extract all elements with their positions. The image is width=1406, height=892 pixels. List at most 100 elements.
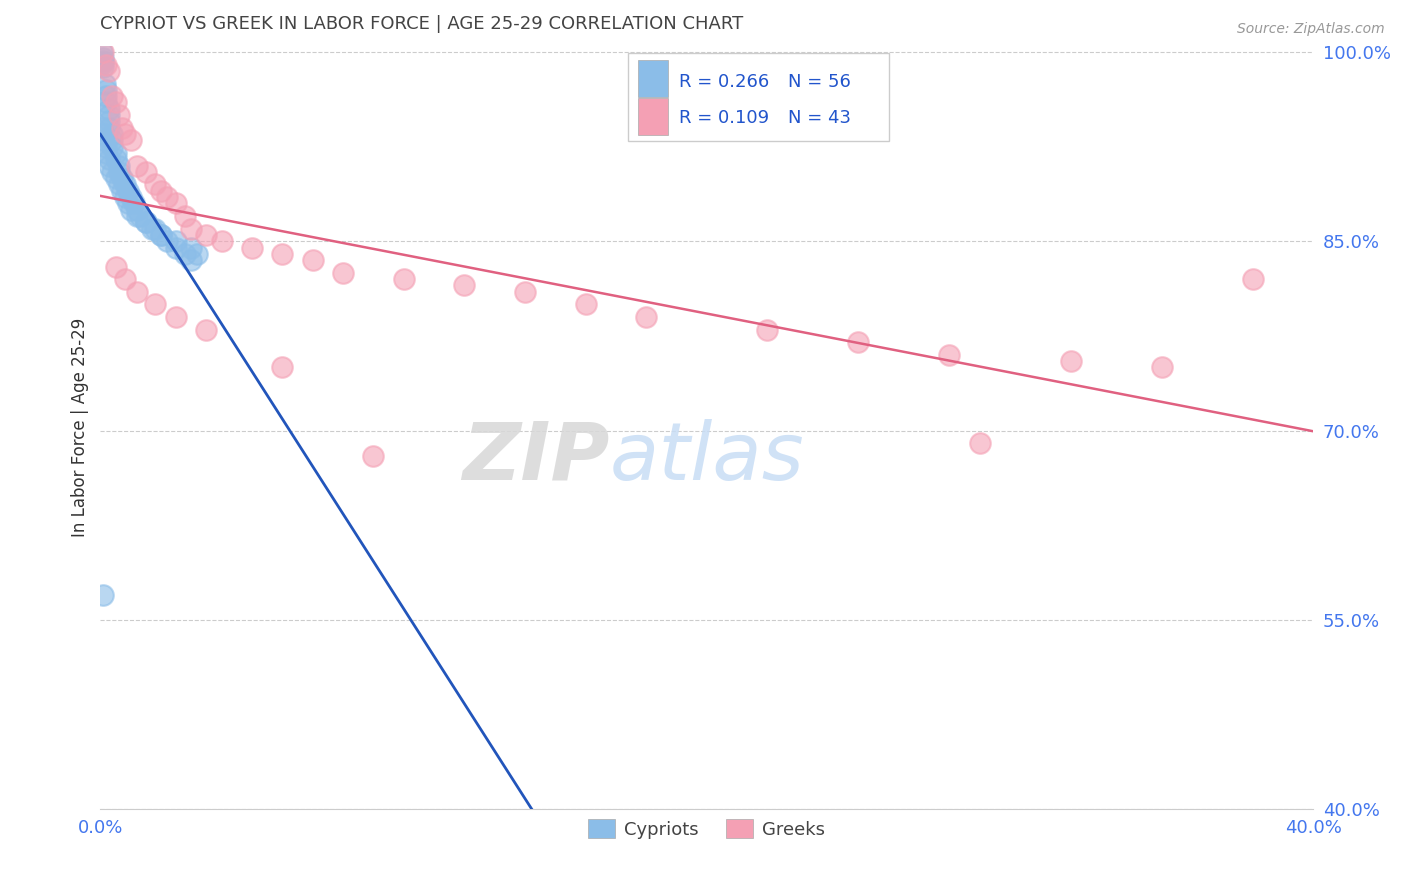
Point [156, 190, 179, 204]
Point [107, 159, 129, 173]
Point [93, 51, 115, 65]
Point [107, 165, 129, 179]
Point [195, 323, 218, 337]
Point [128, 209, 150, 223]
Point [150, 227, 173, 242]
Point [114, 190, 136, 204]
Point [90, 120, 112, 135]
Point [301, 253, 323, 268]
Point [98, 153, 121, 167]
Point [125, 285, 148, 299]
Point [120, 133, 142, 147]
Point [180, 241, 202, 255]
FancyBboxPatch shape [638, 60, 668, 97]
Point [165, 196, 187, 211]
Point [114, 127, 136, 141]
Point [98, 102, 121, 116]
Point [1241, 272, 1264, 286]
Point [143, 221, 166, 235]
FancyBboxPatch shape [638, 98, 668, 135]
Point [101, 165, 124, 179]
Text: R = 0.109: R = 0.109 [679, 109, 769, 128]
Point [969, 436, 991, 450]
Point [104, 95, 127, 110]
Point [186, 247, 208, 261]
Point [93, 133, 115, 147]
Text: CYPRIOT VS GREEK IN LABOR FORCE | AGE 25-29 CORRELATION CHART: CYPRIOT VS GREEK IN LABOR FORCE | AGE 25… [100, 15, 744, 33]
Point [110, 184, 132, 198]
Point [938, 348, 960, 362]
Point [114, 178, 136, 192]
Point [104, 145, 127, 160]
Point [125, 159, 148, 173]
Point [361, 449, 384, 463]
Point [141, 221, 163, 235]
Point [117, 184, 139, 198]
Point [125, 209, 148, 223]
Point [101, 133, 124, 147]
Y-axis label: In Labor Force | Age 25-29: In Labor Force | Age 25-29 [72, 318, 89, 537]
Point [117, 196, 139, 211]
Point [156, 234, 179, 248]
Point [180, 221, 202, 235]
Point [135, 215, 157, 229]
Point [98, 159, 121, 173]
FancyBboxPatch shape [628, 54, 889, 141]
Point [98, 63, 121, 78]
Point [174, 247, 197, 261]
Point [143, 297, 166, 311]
Point [174, 209, 197, 223]
Point [125, 202, 148, 217]
Point [513, 285, 536, 299]
Point [135, 215, 157, 229]
Point [240, 241, 263, 255]
Point [756, 323, 779, 337]
Point [453, 278, 475, 293]
Point [150, 227, 173, 242]
Point [90, 45, 112, 59]
Point [150, 184, 173, 198]
Point [104, 153, 127, 167]
Point [110, 120, 132, 135]
Point [104, 260, 127, 274]
Point [104, 171, 127, 186]
Point [211, 234, 233, 248]
Point [96, 139, 118, 153]
Point [98, 120, 121, 135]
Point [93, 56, 115, 70]
Text: R = 0.266: R = 0.266 [679, 72, 769, 91]
Point [120, 190, 142, 204]
Point [392, 272, 415, 286]
Point [96, 57, 118, 71]
Point [107, 108, 129, 122]
Point [114, 272, 136, 286]
Point [636, 310, 658, 324]
Point [574, 297, 596, 311]
Text: Source: ZipAtlas.com: Source: ZipAtlas.com [1237, 22, 1385, 37]
Point [96, 95, 118, 110]
Point [165, 241, 187, 255]
Text: atlas: atlas [610, 419, 804, 497]
Point [101, 89, 124, 103]
Point [98, 108, 121, 122]
Point [143, 178, 166, 192]
Point [93, 54, 115, 68]
Point [165, 234, 187, 248]
Text: N = 43: N = 43 [789, 109, 851, 128]
Legend: Cypriots, Greeks: Cypriots, Greeks [581, 812, 832, 846]
Point [120, 202, 142, 217]
Point [101, 127, 124, 141]
Point [98, 114, 121, 128]
Point [122, 196, 145, 211]
Point [848, 335, 870, 350]
Point [93, 60, 115, 74]
Point [110, 171, 132, 186]
Point [107, 178, 129, 192]
Point [96, 89, 118, 103]
Point [332, 266, 354, 280]
Point [1060, 354, 1083, 368]
Text: N = 56: N = 56 [789, 72, 851, 91]
Point [271, 360, 294, 375]
Point [195, 227, 218, 242]
Point [101, 139, 124, 153]
